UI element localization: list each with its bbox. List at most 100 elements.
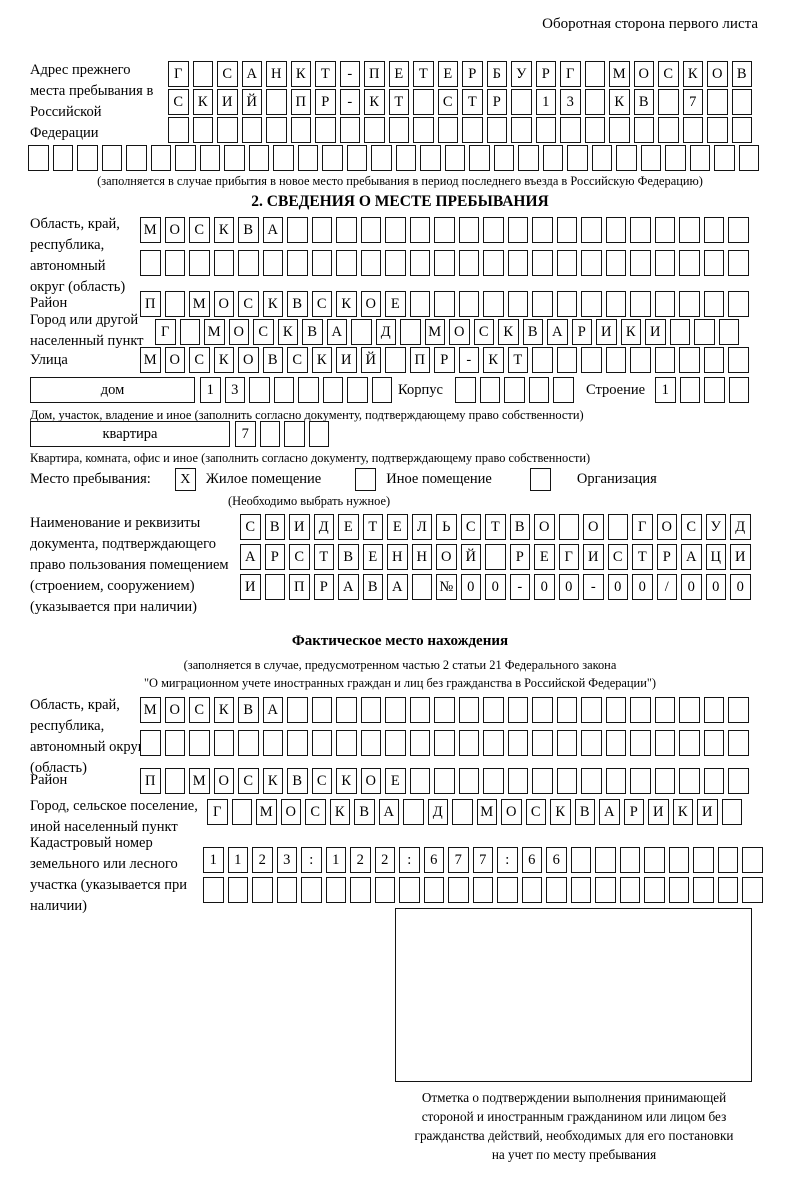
grid-cell[interactable]: С (238, 768, 259, 794)
grid-cell[interactable] (703, 217, 724, 243)
grid-cell[interactable] (532, 291, 553, 317)
grid-cell[interactable] (458, 250, 479, 276)
grid-cell[interactable]: № (436, 574, 457, 600)
grid-cell[interactable] (423, 877, 444, 903)
grid-cell[interactable] (140, 730, 161, 756)
grid-cell[interactable]: И (697, 799, 718, 825)
checkbox-organization[interactable] (529, 468, 551, 491)
grid-cell[interactable]: В (338, 544, 359, 570)
grid-cell[interactable] (472, 877, 493, 903)
grid-cell[interactable]: С (240, 514, 261, 540)
grid-cell[interactable]: С (681, 514, 702, 540)
grid-cell[interactable]: 0 (632, 574, 653, 600)
grid-cell[interactable] (28, 145, 49, 171)
grid-cell[interactable]: И (583, 544, 604, 570)
grid-cell[interactable] (409, 697, 430, 723)
grid-cell[interactable]: С (289, 544, 310, 570)
grid-cell[interactable]: 6 (521, 847, 542, 873)
grid-cell[interactable]: А (262, 697, 283, 723)
grid-cell[interactable] (311, 250, 332, 276)
grid-cell[interactable] (483, 768, 504, 794)
grid-cell[interactable] (707, 117, 728, 143)
grid-cell[interactable]: Т (507, 347, 528, 373)
grid-cell[interactable] (360, 730, 381, 756)
grid-cell[interactable]: О (583, 514, 604, 540)
grid-cell[interactable] (434, 291, 455, 317)
grid-cell[interactable] (654, 291, 675, 317)
grid-cell[interactable]: 7 (472, 847, 493, 873)
grid-cell[interactable] (164, 730, 185, 756)
grid-cell[interactable]: О (449, 319, 470, 345)
grid-cell[interactable] (485, 544, 506, 570)
grid-cell[interactable] (731, 89, 752, 115)
grid-cell[interactable]: Р (486, 89, 507, 115)
grid-cell[interactable]: Г (558, 544, 579, 570)
grid-cell[interactable]: Д (730, 514, 751, 540)
grid-cell[interactable] (192, 117, 213, 143)
grid-cell[interactable] (238, 250, 259, 276)
grid-cell[interactable] (528, 377, 549, 403)
grid-cell[interactable]: И (596, 319, 617, 345)
grid-cell[interactable] (704, 377, 725, 403)
grid-cell[interactable]: В (287, 291, 308, 317)
grid-cell[interactable] (703, 291, 724, 317)
grid-cell[interactable] (591, 145, 612, 171)
grid-cell[interactable] (350, 877, 371, 903)
grid-cell[interactable] (507, 730, 528, 756)
grid-cell[interactable]: Р (571, 319, 592, 345)
grid-cell[interactable] (532, 697, 553, 723)
grid-cell[interactable]: К (311, 347, 332, 373)
grid-cell[interactable]: И (289, 514, 310, 540)
grid-cell[interactable] (630, 347, 651, 373)
grid-cell[interactable] (458, 697, 479, 723)
grid-cell[interactable] (336, 217, 357, 243)
grid-cell[interactable]: И (336, 347, 357, 373)
grid-cell[interactable]: К (277, 319, 298, 345)
grid-cell[interactable] (728, 217, 749, 243)
grid-cell[interactable] (581, 730, 602, 756)
grid-cell[interactable]: 1 (535, 89, 556, 115)
grid-cell[interactable]: 3 (276, 847, 297, 873)
grid-cell[interactable]: В (633, 89, 654, 115)
grid-cell[interactable]: Г (632, 514, 653, 540)
grid-cell[interactable] (507, 217, 528, 243)
grid-cell[interactable] (322, 145, 343, 171)
grid-cell[interactable]: 7 (235, 421, 256, 447)
grid-cell[interactable] (507, 697, 528, 723)
grid-cell[interactable] (213, 730, 234, 756)
grid-cell[interactable] (385, 697, 406, 723)
grid-cell[interactable]: 1 (200, 377, 221, 403)
grid-cell[interactable]: С (460, 514, 481, 540)
grid-cell[interactable]: К (290, 61, 311, 87)
grid-cell[interactable]: Р (535, 61, 556, 87)
grid-cell[interactable] (553, 377, 574, 403)
grid-cell[interactable] (703, 347, 724, 373)
grid-cell[interactable] (556, 347, 577, 373)
grid-cell[interactable] (714, 145, 735, 171)
grid-cell[interactable]: О (238, 347, 259, 373)
grid-cell[interactable]: К (336, 291, 357, 317)
grid-cell[interactable]: Р (434, 347, 455, 373)
grid-cell[interactable] (679, 347, 700, 373)
grid-cell[interactable] (728, 250, 749, 276)
grid-cell[interactable] (413, 89, 434, 115)
grid-cell[interactable] (504, 377, 525, 403)
grid-cell[interactable]: М (476, 799, 497, 825)
grid-cell[interactable]: Д (313, 514, 334, 540)
grid-cell[interactable]: 3 (224, 377, 245, 403)
grid-cell[interactable] (400, 319, 421, 345)
grid-cell[interactable]: О (213, 768, 234, 794)
grid-cell[interactable]: С (437, 89, 458, 115)
grid-cell[interactable]: 7 (682, 89, 703, 115)
grid-cell[interactable] (630, 697, 651, 723)
grid-cell[interactable] (175, 145, 196, 171)
grid-cell[interactable]: К (620, 319, 641, 345)
grid-cell[interactable] (560, 117, 581, 143)
grid-cell[interactable]: 6 (546, 847, 567, 873)
grid-cell[interactable] (654, 217, 675, 243)
grid-cell[interactable] (374, 877, 395, 903)
grid-cell[interactable] (694, 319, 715, 345)
grid-cell[interactable]: 0 (485, 574, 506, 600)
grid-cell[interactable] (633, 117, 654, 143)
grid-cell[interactable] (731, 117, 752, 143)
